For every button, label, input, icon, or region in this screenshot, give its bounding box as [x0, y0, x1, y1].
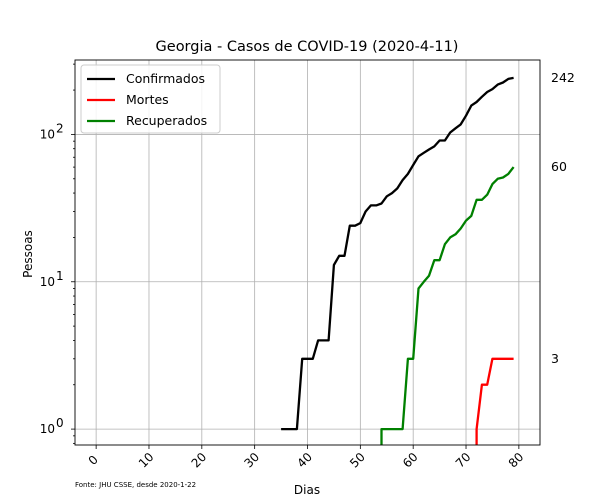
legend-box: [80, 64, 221, 134]
series-lines: [281, 76, 515, 445]
y-tick-label-exponent: 0: [56, 416, 64, 430]
y-tick-label: 10: [40, 275, 55, 289]
chart-title: Georgia - Casos de COVID-19 (2020-4-11): [156, 39, 459, 55]
series-line-mortes: [475, 357, 514, 445]
source-note: Fonte: JHU CSSE, desde 2020-1-22: [75, 481, 196, 489]
end-label-recuperados: 60: [551, 159, 567, 174]
x-tick-label: 80: [506, 450, 527, 471]
x-tick-label: 40: [294, 450, 315, 471]
y-tick-label: 10: [40, 422, 55, 436]
y-tick-label-exponent: 2: [56, 121, 64, 135]
end-labels: 242 3 60: [551, 70, 575, 366]
y-axis-label: Pessoas: [21, 230, 35, 278]
legend: Confirmados Mortes Recuperados: [80, 64, 221, 134]
legend-label-mortes: Mortes: [126, 92, 169, 107]
x-tick-label: 10: [136, 450, 157, 471]
x-tick-label: 0: [86, 453, 101, 468]
x-tick-label: 30: [241, 450, 262, 471]
x-tick-label: 50: [347, 450, 368, 471]
x-tick-label: 20: [189, 450, 210, 471]
y-tick-label: 10: [40, 127, 55, 141]
y-tick-label-exponent: 1: [56, 269, 64, 283]
end-label-confirmados: 242: [551, 70, 575, 85]
x-tick-label: 60: [400, 450, 421, 471]
x-tick-label: 70: [453, 450, 474, 471]
series-line-recuperados: [380, 166, 515, 445]
legend-label-confirmados: Confirmados: [126, 71, 205, 86]
end-label-mortes: 3: [551, 351, 559, 366]
legend-label-recuperados: Recuperados: [126, 113, 207, 128]
x-axis-label: Dias: [294, 483, 320, 497]
series-line-confirmados: [281, 76, 514, 431]
